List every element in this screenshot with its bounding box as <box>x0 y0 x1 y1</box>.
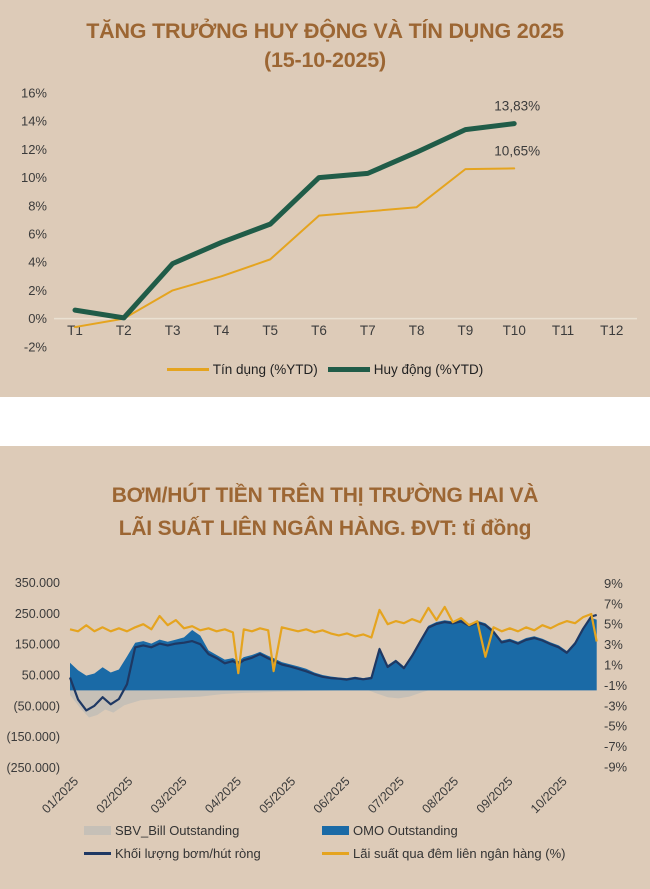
month-tick-label: 09/2025 <box>474 774 516 816</box>
sbv-bill-area-swatch <box>84 826 111 835</box>
series-line <box>69 605 598 675</box>
growth-chart-title: TĂNG TRƯỞNG HUY ĐỘNG VÀ TÍN DỤNG 2025 (1… <box>0 17 650 75</box>
y-axis-tick-label: -2% <box>24 339 48 354</box>
y-axis-tick-label: 12% <box>21 142 47 157</box>
series-line-tin-dung <box>74 167 516 329</box>
net-injection-legend-label: Khối lượng bơm/hút ròng <box>115 846 261 861</box>
series-line-huy-dong <box>72 121 517 321</box>
right-axis-tick-label: -9% <box>604 760 628 775</box>
x-axis-tick-label: T11 <box>552 323 574 338</box>
right-axis-tick-label: -7% <box>604 739 628 754</box>
month-tick-label: 02/2025 <box>94 774 136 816</box>
left-axis-tick-label: (150.000) <box>6 730 60 744</box>
money-market-title-line1: BƠM/HÚT TIỀN TRÊN THỊ TRƯỜNG HAI VÀ <box>111 484 539 507</box>
month-tick-label: 01/2025 <box>39 774 81 816</box>
money-market-title: BƠM/HÚT TIỀN TRÊN THỊ TRƯỜNG HAI VÀ LÃI … <box>0 479 650 545</box>
overnight-rate-legend-label: Lãi suất qua đêm liên ngân hàng (%) <box>353 846 566 861</box>
series-area <box>70 690 597 718</box>
right-axis-tick-label: 5% <box>604 617 623 632</box>
month-tick-label: 10/2025 <box>528 774 570 816</box>
right-axis-tick-label: 9% <box>604 576 623 591</box>
left-axis-tick-label: 150.000 <box>15 638 60 652</box>
omo-area-swatch <box>322 826 349 835</box>
x-axis-tick-label: T8 <box>409 323 425 338</box>
x-axis-tick-label: T12 <box>600 323 623 338</box>
growth-line-chart: 16%14%12%10%8%6%4%2%0%-2%T1 T2 T3 T4 T5 T6 T7 T… <box>21 86 637 354</box>
x-axis-tick-label: T2 <box>116 323 132 338</box>
right-axis-tick-label: 7% <box>604 596 623 611</box>
month-tick-label: 03/2025 <box>148 774 190 816</box>
money-market-combo-chart: 350.000 250.000 150.000 50.000 (50.000) (150.… <box>6 576 628 816</box>
growth-chart-title-line1: TĂNG TRƯỞNG HUY ĐỘNG VÀ TÍN DỤNG 2025 <box>86 19 564 43</box>
sbv-bill-legend-label: SBV_Bill Outstanding <box>115 823 240 838</box>
y-axis-tick-label: 14% <box>21 114 47 129</box>
left-axis-tick-label: 250.000 <box>15 607 60 621</box>
legend-item-sbv-bill: SBV_Bill Outstanding <box>84 823 322 838</box>
x-axis-tick-label: T3 <box>165 323 181 338</box>
net-injection-line-swatch <box>84 852 111 855</box>
x-axis-tick-label: T6 <box>311 323 327 338</box>
x-axis-tick-label: T5 <box>262 323 278 338</box>
right-axis-tick-label: -3% <box>604 698 628 713</box>
huy-dong-line-swatch <box>327 367 370 372</box>
month-tick-label: 08/2025 <box>419 774 461 816</box>
money-market-panel: BƠM/HÚT TIỀN TRÊN THỊ TRƯỜNG HAI VÀ LÃI … <box>0 446 650 889</box>
left-axis-tick-label: (250.000) <box>6 761 60 775</box>
huy-dong-legend-label: Huy động (%YTD) <box>373 362 484 377</box>
month-tick-label: 04/2025 <box>202 774 244 816</box>
omo-legend-label: OMO Outstanding <box>353 823 458 838</box>
legend-item-overnight-rate: Lãi suất qua đêm liên ngân hàng (%) <box>322 846 565 861</box>
money-market-legend: SBV_Bill Outstanding OMO Outstanding Khố… <box>84 823 565 861</box>
growth-chart-legend: Tín dụng (%YTD) Huy động (%YTD) <box>0 362 650 377</box>
deposit-credit-growth-panel: TĂNG TRƯỞNG HUY ĐỘNG VÀ TÍN DỤNG 2025 (1… <box>0 0 650 397</box>
y-axis-tick-label: 4% <box>28 255 47 270</box>
y-axis-tick-label: 6% <box>28 227 47 242</box>
y-axis-tick-label: 2% <box>28 283 47 298</box>
growth-chart-title-line2: (15-10-2025) <box>264 48 386 72</box>
left-axis-tick-label: 350.000 <box>15 576 60 590</box>
month-tick-label: 05/2025 <box>256 774 298 816</box>
data-point-label: 10,65% <box>494 143 540 158</box>
right-axis-tick-label: -1% <box>604 678 628 693</box>
series-line <box>68 613 598 712</box>
right-axis-tick-label: -5% <box>604 719 628 734</box>
month-tick-label: 07/2025 <box>365 774 407 816</box>
series-area <box>70 618 597 691</box>
legend-item-tin-dung: Tín dụng (%YTD) <box>166 362 318 377</box>
y-axis-tick-label: 16% <box>21 86 47 101</box>
money-market-title-line2: LÃI SUẤT LIÊN NGÂN HÀNG. ĐVT: tỉ đồng <box>118 517 532 540</box>
legend-item-huy-dong: Huy động (%YTD) <box>327 362 484 377</box>
y-axis-tick-label: 10% <box>21 170 47 185</box>
legend-item-omo: OMO Outstanding <box>322 823 565 838</box>
right-axis-tick-label: 3% <box>604 637 623 652</box>
y-axis-tick-label: 0% <box>28 311 47 326</box>
tin-dung-line-swatch <box>166 368 209 371</box>
x-axis-tick-label: T9 <box>458 323 474 338</box>
overnight-rate-line-swatch <box>322 852 349 855</box>
x-axis-tick-label: T7 <box>360 323 376 338</box>
x-axis-tick-label: T4 <box>214 323 230 338</box>
left-axis-tick-label: (50.000) <box>13 699 60 713</box>
separator-band <box>0 397 650 446</box>
legend-item-net-injection: Khối lượng bơm/hút ròng <box>84 846 322 861</box>
x-axis-tick-label: T10 <box>503 323 526 338</box>
right-axis-tick-label: 1% <box>604 658 623 673</box>
data-point-label: 13,83% <box>494 99 540 114</box>
left-axis-tick-label: 50.000 <box>22 669 60 683</box>
tin-dung-legend-label: Tín dụng (%YTD) <box>212 362 318 377</box>
y-axis-tick-label: 8% <box>28 198 47 213</box>
month-tick-label: 06/2025 <box>311 774 353 816</box>
